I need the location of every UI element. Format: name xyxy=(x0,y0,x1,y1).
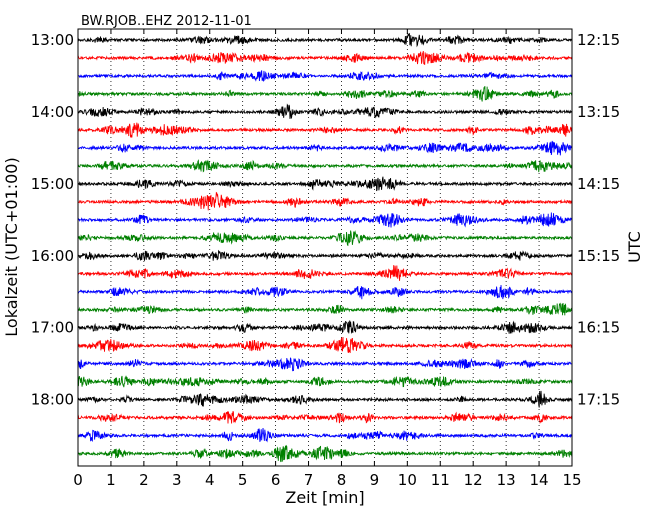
plot-frame xyxy=(77,28,573,467)
seismogram-trace xyxy=(77,86,573,102)
x-tick-label: 2 xyxy=(139,471,149,489)
seismogram-trace xyxy=(77,302,573,316)
seismogram-trace xyxy=(77,51,573,65)
y-tick-label-right: 15:15 xyxy=(577,247,620,265)
seismogram-trace xyxy=(77,159,573,173)
y-tick-label-left: 14:00 xyxy=(31,103,74,121)
y-tick-label-right: 14:15 xyxy=(577,175,620,193)
seismogram-trace xyxy=(77,191,573,211)
x-tick-label: 4 xyxy=(205,471,215,489)
seismogram-trace xyxy=(77,444,573,463)
seismogram-trace xyxy=(77,427,573,443)
x-tick-label: 13 xyxy=(497,471,516,489)
seismogram-trace xyxy=(77,320,573,335)
seismogram-trace xyxy=(77,375,573,388)
x-tick-label: 9 xyxy=(370,471,380,489)
x-tick-label: 0 xyxy=(73,471,83,489)
x-tick-label: 12 xyxy=(464,471,483,489)
x-tick-label: 14 xyxy=(530,471,549,489)
seismogram-trace xyxy=(77,336,573,354)
x-tick-label: 10 xyxy=(398,471,417,489)
x-tick-label: 5 xyxy=(238,471,248,489)
x-tick-label: 8 xyxy=(337,471,347,489)
seismogram-trace xyxy=(77,285,573,300)
seismogram-trace xyxy=(77,212,573,228)
seismogram-trace xyxy=(77,70,573,82)
y-tick-label-left: 16:00 xyxy=(31,247,74,265)
y-tick-label-right: 13:15 xyxy=(577,103,620,121)
x-tick-label: 15 xyxy=(562,471,581,489)
seismogram-trace xyxy=(77,249,573,261)
y-tick-label-left: 18:00 xyxy=(31,391,74,409)
seismogram-trace xyxy=(77,140,573,156)
y-axis-label-right: UTC xyxy=(625,231,644,263)
seismogram-trace xyxy=(77,32,573,48)
y-tick-label-right: 12:15 xyxy=(577,31,620,49)
seismogram-trace xyxy=(77,265,573,281)
y-tick-label-right: 16:15 xyxy=(577,319,620,337)
trace-layer xyxy=(77,32,573,463)
x-tick-label: 1 xyxy=(106,471,116,489)
seismogram-trace xyxy=(77,103,573,119)
x-tick-label: 6 xyxy=(271,471,281,489)
seismogram-trace xyxy=(77,390,573,408)
y-tick-label-left: 15:00 xyxy=(31,175,74,193)
seismogram-trace xyxy=(77,122,573,138)
grid-layer xyxy=(110,29,540,466)
x-tick-label: 11 xyxy=(431,471,450,489)
y-tick-label-left: 13:00 xyxy=(31,31,74,49)
y-tick-label-left: 17:00 xyxy=(31,319,74,337)
y-tick-label-right: 17:15 xyxy=(577,391,620,409)
x-tick-label: 7 xyxy=(304,471,314,489)
chart-title: BW.RJOB..EHZ 2012-11-01 xyxy=(81,14,252,29)
x-tick-label: 3 xyxy=(172,471,182,489)
seismogram-trace xyxy=(77,357,573,372)
seismogram-trace xyxy=(77,176,573,192)
x-axis-label: Zeit [min] xyxy=(285,488,364,507)
seismogram-trace xyxy=(77,411,573,424)
seismogram-trace xyxy=(77,230,573,247)
y-axis-label-left: Lokalzeit (UTC+01:00) xyxy=(2,157,21,336)
